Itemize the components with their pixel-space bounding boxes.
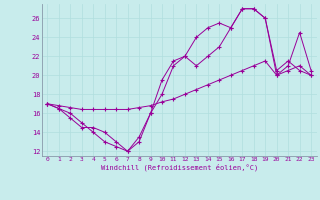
X-axis label: Windchill (Refroidissement éolien,°C): Windchill (Refroidissement éolien,°C) xyxy=(100,164,258,171)
